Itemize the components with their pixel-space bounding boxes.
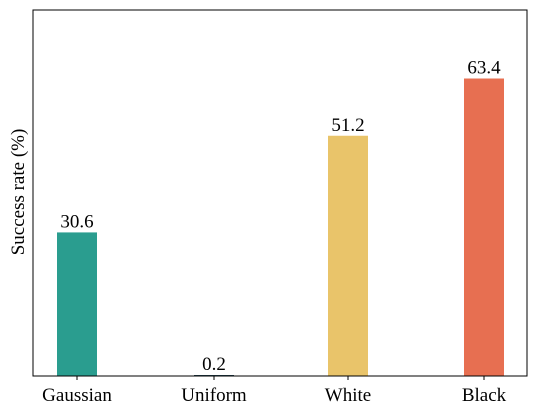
bar-white <box>328 135 368 376</box>
x-tick-label-uniform: Uniform <box>181 385 247 406</box>
plot-frame <box>32 9 528 377</box>
bars-group <box>57 78 504 376</box>
y-axis-label: Success rate (%) <box>8 129 29 256</box>
x-tick-label-black: Black <box>462 385 507 406</box>
data-labels-group: 30.6 0.2 51.2 63.4 <box>60 58 501 375</box>
data-label-white: 51.2 <box>331 115 364 136</box>
x-ticks-group: Gaussian Uniform White Black <box>42 376 507 406</box>
x-tick-label-gaussian: Gaussian <box>42 385 112 406</box>
x-tick-label-white: White <box>325 385 371 406</box>
data-label-uniform: 0.2 <box>202 354 226 375</box>
data-label-black: 63.4 <box>467 58 501 79</box>
bar-gaussian <box>57 232 97 376</box>
data-label-gaussian: 30.6 <box>60 211 93 232</box>
bar-black <box>464 78 504 376</box>
